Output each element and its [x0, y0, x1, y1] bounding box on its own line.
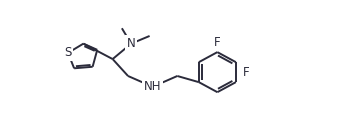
Text: F: F — [243, 66, 250, 79]
Text: S: S — [64, 46, 72, 59]
Text: F: F — [214, 36, 221, 49]
Text: NH: NH — [144, 80, 162, 93]
Text: N: N — [127, 37, 136, 50]
